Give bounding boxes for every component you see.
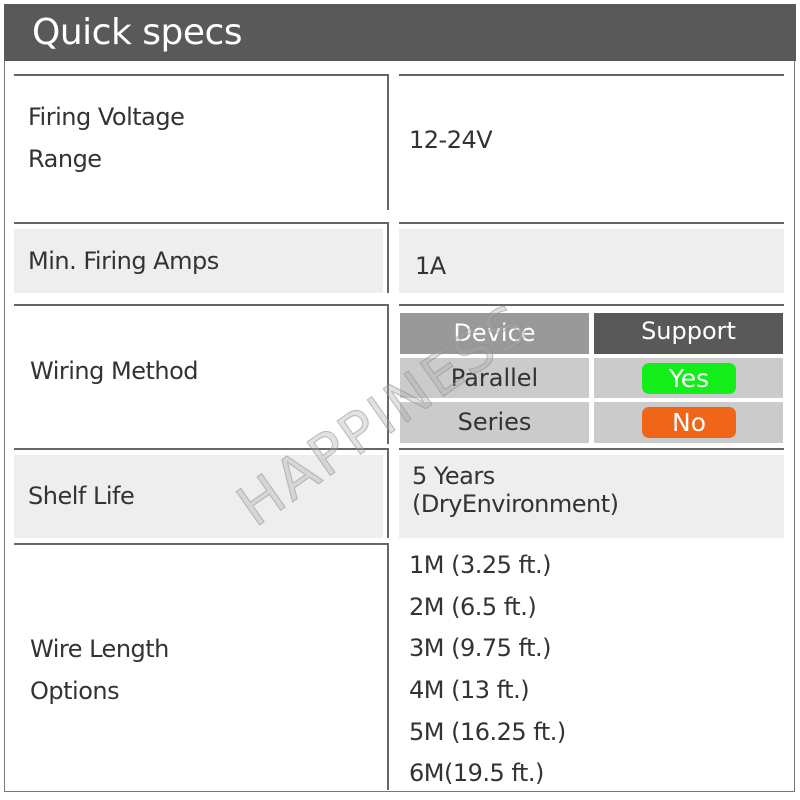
header-bar: Quick specs bbox=[4, 4, 796, 61]
wiring-header-support: Support bbox=[594, 313, 783, 354]
value-cell-wire-length: 1M (3.25 ft.) 2M (6.5 ft.) 3M (9.75 ft.)… bbox=[399, 543, 784, 790]
value-cell-shelf-life: 5 Years (DryEnvironment) bbox=[399, 448, 784, 538]
label-firing-voltage-line1: Firing Voltage bbox=[28, 103, 185, 131]
value-cell-wiring: Device Support Parallel Yes Series No bbox=[399, 304, 784, 444]
label-cell-shelf-life: Shelf Life bbox=[14, 448, 389, 538]
label-firing-voltage-line2: Range bbox=[28, 145, 102, 173]
label-cell-min-amps: Min. Firing Amps bbox=[14, 222, 389, 293]
value-firing-voltage: 12-24V bbox=[409, 126, 493, 154]
wiring-device-series: Series bbox=[400, 402, 589, 443]
label-wiring: Wiring Method bbox=[30, 357, 199, 385]
page-title: Quick specs bbox=[32, 12, 243, 53]
label-shelf-life: Shelf Life bbox=[28, 482, 135, 510]
value-min-amps: 1A bbox=[415, 252, 446, 280]
label-wire-length-line1: Wire Length bbox=[30, 635, 169, 663]
wire-option: 4M (13 ft.) bbox=[409, 676, 530, 704]
value-shelf-life-line1: 5 Years bbox=[412, 462, 495, 490]
wiring-support-parallel-cell: Yes bbox=[594, 358, 783, 398]
label-cell-wire-length: Wire Length Options bbox=[14, 543, 389, 790]
wiring-device-parallel: Parallel bbox=[400, 358, 589, 398]
wire-option: 2M (6.5 ft.) bbox=[409, 593, 537, 621]
value-cell-firing-voltage: 12-24V bbox=[399, 74, 784, 210]
label-min-amps: Min. Firing Amps bbox=[28, 247, 219, 275]
wire-option: 3M (9.75 ft.) bbox=[409, 634, 551, 662]
value-shelf-life-line2: (DryEnvironment) bbox=[412, 490, 619, 518]
wire-option: 5M (16.25 ft.) bbox=[409, 718, 566, 746]
wiring-header-device: Device bbox=[400, 313, 589, 354]
no-badge: No bbox=[642, 407, 736, 438]
wiring-support-series-cell: No bbox=[594, 402, 783, 443]
yes-badge: Yes bbox=[642, 363, 736, 394]
label-cell-wiring: Wiring Method bbox=[14, 304, 389, 444]
wire-option: 6M(19.5 ft.) bbox=[409, 759, 544, 787]
specs-frame bbox=[4, 61, 795, 792]
label-cell-firing-voltage: Firing Voltage Range bbox=[14, 74, 389, 210]
wire-option: 1M (3.25 ft.) bbox=[409, 551, 551, 579]
value-cell-min-amps: 1A bbox=[399, 222, 784, 293]
label-wire-length-line2: Options bbox=[30, 677, 120, 705]
